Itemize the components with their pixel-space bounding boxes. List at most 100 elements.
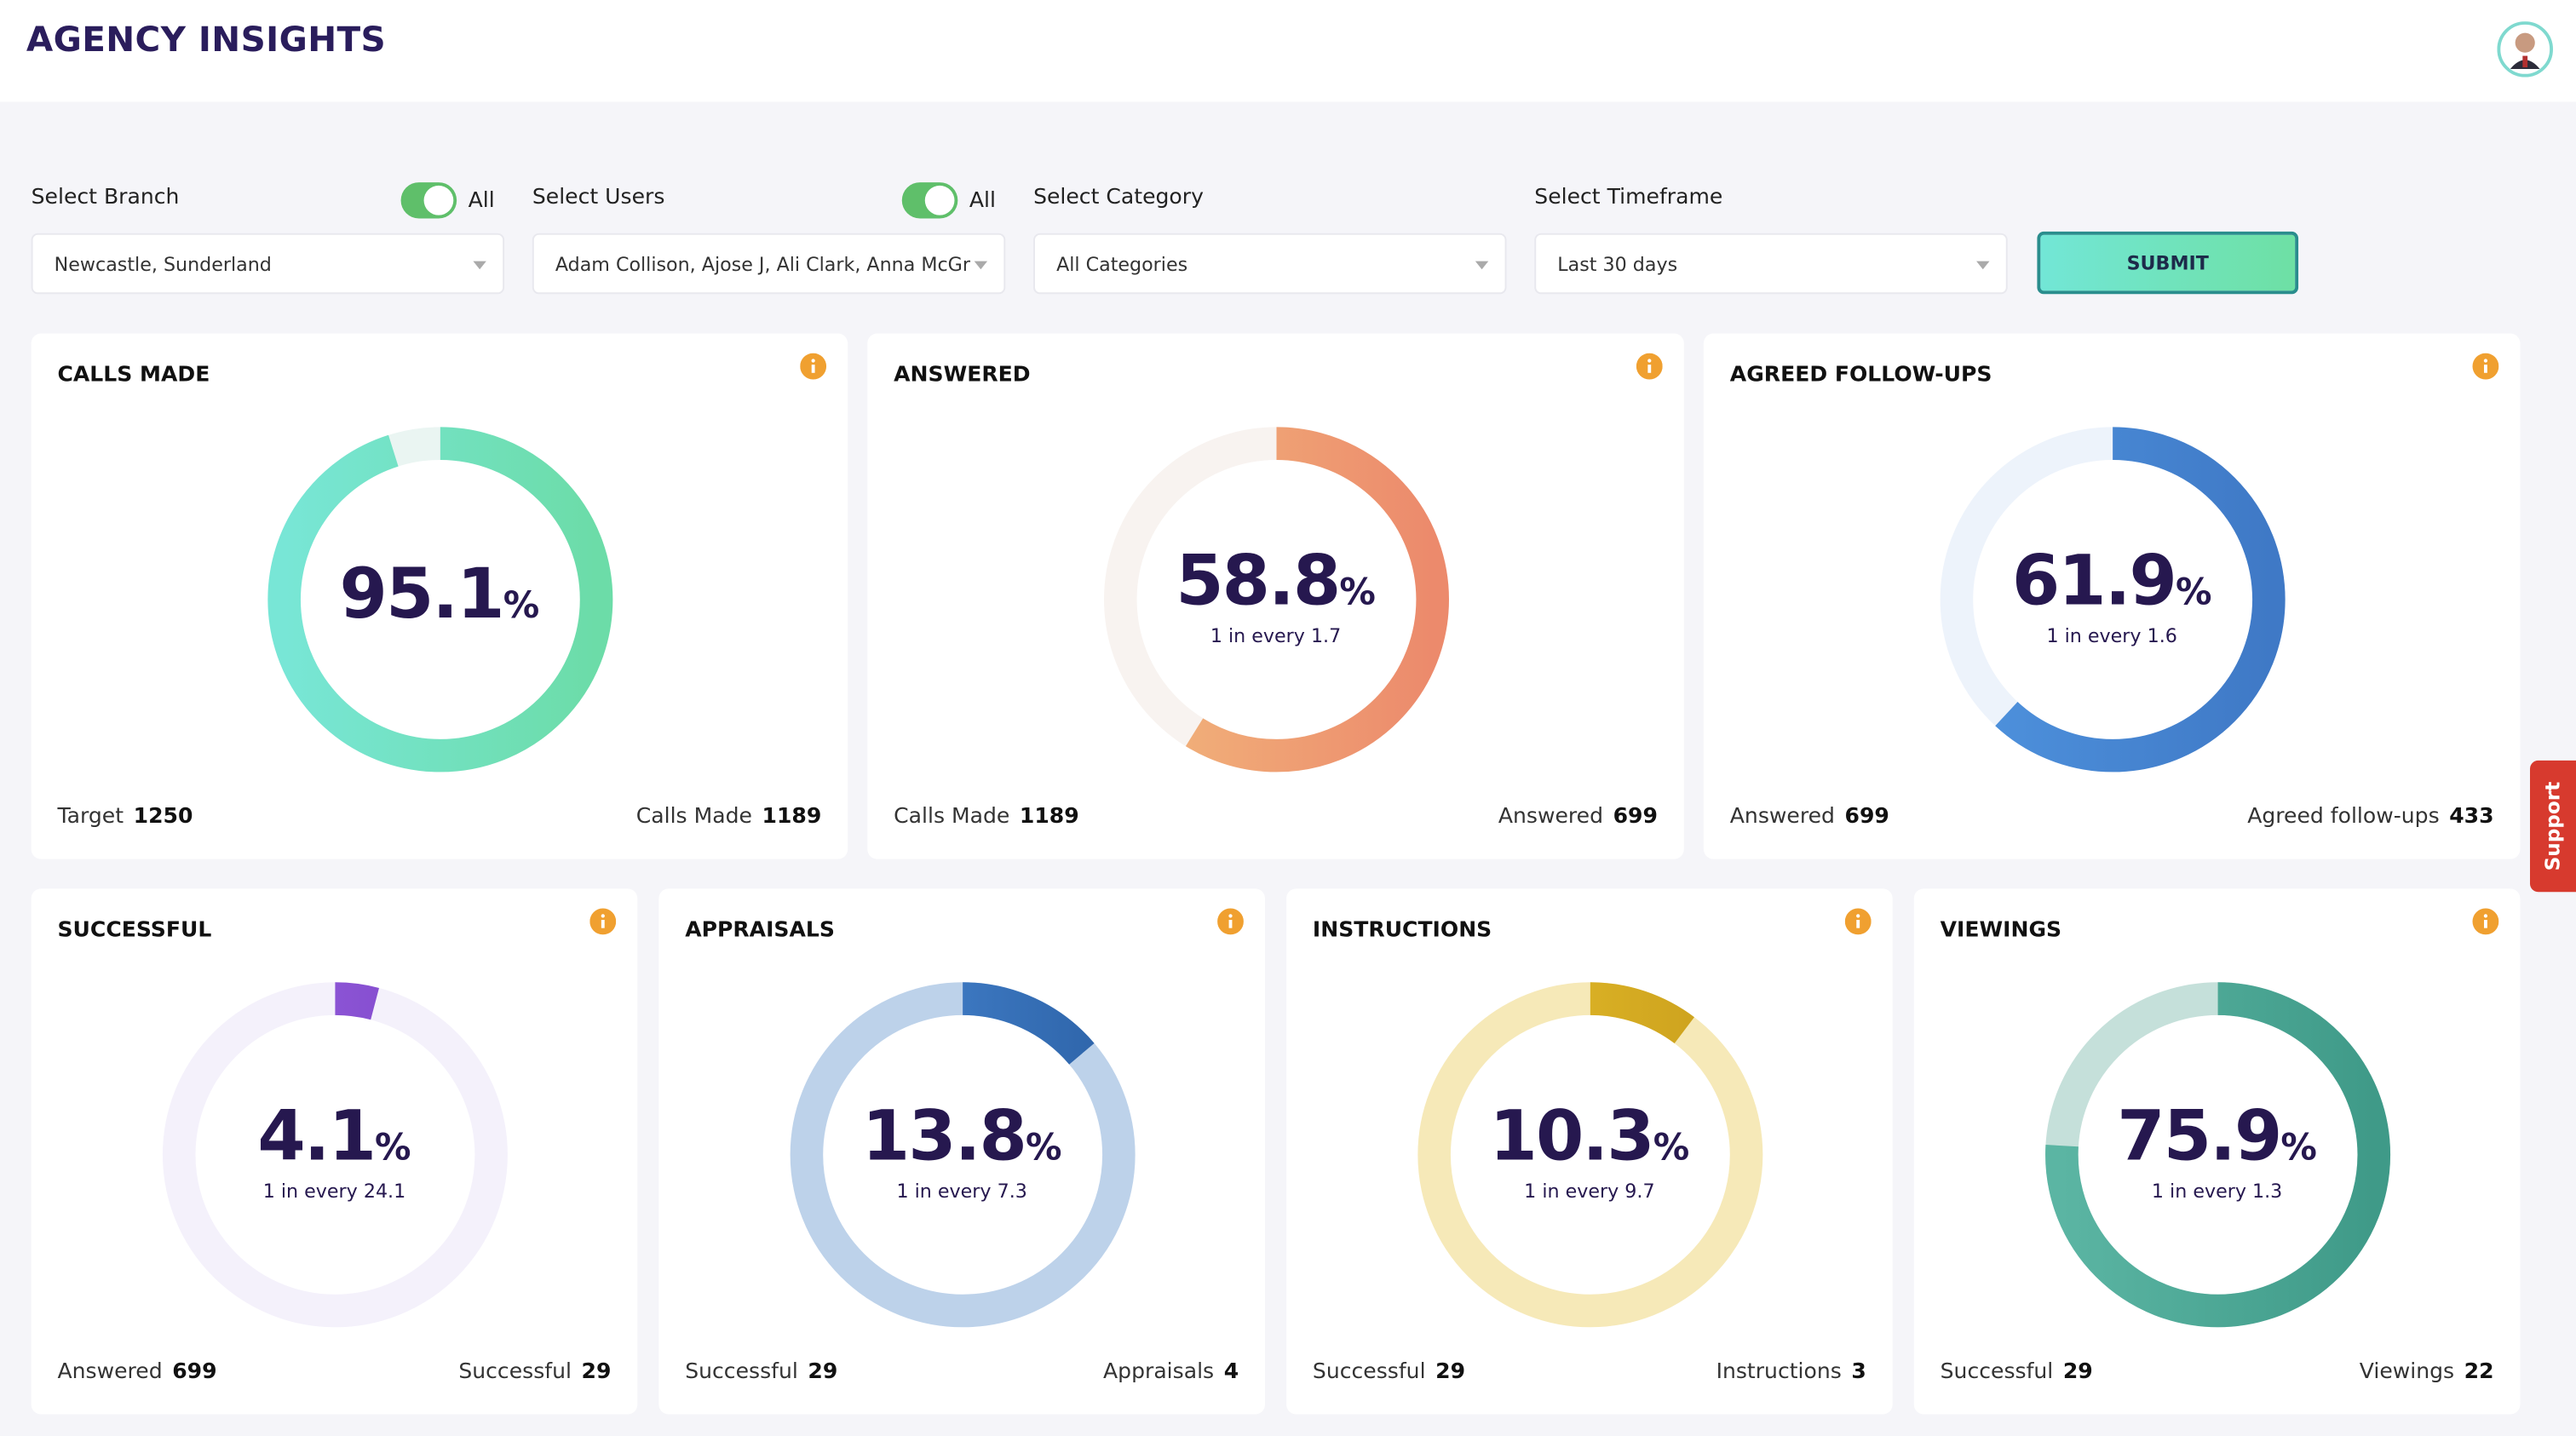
footer-label: Answered xyxy=(57,1359,163,1385)
footer-value: 22 xyxy=(2464,1359,2494,1385)
donut-arc xyxy=(1939,427,2285,773)
info-icon[interactable] xyxy=(2472,908,2499,935)
percent-value: 4.1% xyxy=(32,1095,638,1176)
card-title: ANSWERED xyxy=(894,363,1031,388)
submit-button[interactable]: SUBMIT xyxy=(2037,231,2299,295)
info-icon[interactable] xyxy=(1844,908,1872,935)
dropdown-value: All Categories xyxy=(1056,252,1188,276)
footer-label: Calls Made xyxy=(894,804,1010,830)
support-tab[interactable]: Support xyxy=(2529,760,2576,893)
footer-value: 699 xyxy=(1844,804,1889,830)
percent-number: 95.1 xyxy=(339,553,505,635)
metric-card: VIEWINGS 75.9% 1 in every 1.3 Successful 29 V… xyxy=(1913,888,2521,1415)
dropdown[interactable]: Newcastle, Sunderland xyxy=(31,233,505,295)
footer-value: 1189 xyxy=(762,804,822,830)
dropdown-value: Newcastle, Sunderland xyxy=(54,252,272,276)
info-line xyxy=(811,365,815,373)
footer-value: 699 xyxy=(1613,804,1658,830)
percent-unit: % xyxy=(503,586,540,628)
donut-arc xyxy=(2044,982,2390,1328)
percent-number: 61.9 xyxy=(2011,540,2177,621)
footer-left: Target 1250 xyxy=(57,805,193,830)
toggle[interactable] xyxy=(901,182,958,219)
footer-label: Successful xyxy=(1312,1359,1426,1385)
toggle[interactable] xyxy=(400,182,457,219)
card-title: SUCCESSFUL xyxy=(57,918,212,943)
footer-value: 29 xyxy=(1435,1359,1466,1385)
percent-value: 75.9% xyxy=(1914,1095,2521,1176)
percent-value: 58.8% xyxy=(867,540,1683,620)
footer-label: Calls Made xyxy=(635,804,752,830)
info-icon[interactable] xyxy=(800,353,827,380)
filter-label: Select Branch xyxy=(31,185,180,210)
info-icon[interactable] xyxy=(589,908,617,935)
footer-left: Calls Made 1189 xyxy=(894,805,1079,830)
footer-left: Answered 699 xyxy=(57,1360,216,1385)
footer-value: 29 xyxy=(808,1359,838,1385)
percent-unit: % xyxy=(1339,573,1376,615)
toggle-knob xyxy=(924,185,955,215)
dropdown[interactable]: All Categories xyxy=(1033,233,1507,295)
info-icon[interactable] xyxy=(2472,353,2499,380)
footer-right: Appraisals 4 xyxy=(1103,1360,1239,1385)
info-dot xyxy=(1856,914,1860,918)
top-bar: AGENCY INSIGHTS xyxy=(0,0,2576,102)
dropdown[interactable]: Last 30 days xyxy=(1534,233,2008,295)
donut xyxy=(1417,982,1762,1328)
footer-value: 29 xyxy=(581,1359,612,1385)
footer-value: 1250 xyxy=(133,804,193,830)
filter-label: Select Category xyxy=(1033,185,1204,210)
footer-label: Instructions xyxy=(1716,1359,1842,1385)
toggle-knob xyxy=(423,185,454,215)
footer-label: Successful xyxy=(685,1359,798,1385)
donut xyxy=(1103,427,1449,773)
percent-number: 75.9 xyxy=(2117,1095,2282,1176)
donut-center: 61.9% 1 in every 1.6 xyxy=(1704,540,2520,646)
ratio-text: 1 in every 7.3 xyxy=(896,1179,1027,1203)
info-line xyxy=(1647,365,1652,373)
footer-value: 3 xyxy=(1851,1359,1866,1385)
footer-value: 4 xyxy=(1223,1359,1239,1385)
percent-number: 4.1 xyxy=(257,1095,377,1176)
info-line xyxy=(1856,919,1860,928)
donut xyxy=(267,427,612,773)
footer-right: Agreed follow-ups 433 xyxy=(2247,805,2493,830)
donut-arc xyxy=(161,982,507,1328)
ratio-text: 1 in every 1.3 xyxy=(2151,1179,2283,1203)
toggle-label: All xyxy=(969,188,996,214)
info-icon[interactable] xyxy=(1636,353,1663,380)
donut-center: 58.8% 1 in every 1.7 xyxy=(867,540,1683,646)
footer-label: Agreed follow-ups xyxy=(2247,804,2440,830)
metric-card: CALLS MADE 95.1% Target 1250 Calls Made 1189 xyxy=(31,333,848,859)
percent-unit: % xyxy=(375,1128,411,1170)
info-line xyxy=(2483,919,2487,928)
dropdown-caret xyxy=(473,261,486,270)
percent-unit: % xyxy=(1653,1128,1690,1170)
ratio-text: 1 in every 1.7 xyxy=(1210,623,1342,647)
filter-label: Select Users xyxy=(532,185,665,210)
card-title: CALLS MADE xyxy=(57,363,210,388)
donut xyxy=(1939,427,2285,773)
footer-left: Answered 699 xyxy=(1730,805,1889,830)
avatar[interactable] xyxy=(2497,21,2553,78)
dropdown-caret xyxy=(1976,261,1990,270)
donut-center: 95.1% xyxy=(32,554,848,634)
metric-card: SUCCESSFUL 4.1% 1 in every 24.1 Answered 699… xyxy=(31,888,638,1415)
donut-track xyxy=(1417,982,1762,1328)
percent-value: 13.8% xyxy=(658,1095,1265,1176)
card-title: APPRAISALS xyxy=(685,918,835,943)
info-dot xyxy=(601,914,605,918)
footer-value: 699 xyxy=(172,1359,217,1385)
percent-number: 10.3 xyxy=(1489,1095,1655,1176)
donut xyxy=(789,982,1135,1328)
card-title: VIEWINGS xyxy=(1940,918,2062,943)
footer-label: Target xyxy=(57,804,124,830)
support-label: Support xyxy=(2541,781,2565,871)
dropdown[interactable]: Adam Collison, Ajose J, Ali Clark, Anna … xyxy=(532,233,1006,295)
percent-value: 95.1% xyxy=(32,554,848,634)
filter-label: Select Timeframe xyxy=(1534,185,1723,210)
info-icon[interactable] xyxy=(1217,908,1244,935)
dropdown-caret xyxy=(1475,261,1489,270)
page-title: AGENCY INSIGHTS xyxy=(26,20,387,60)
